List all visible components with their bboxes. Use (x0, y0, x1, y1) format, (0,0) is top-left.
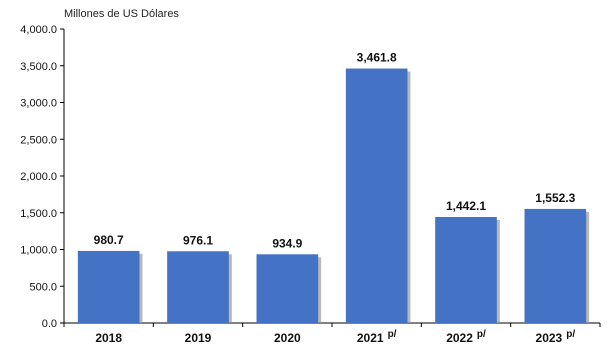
y-axis-unit-label: Millones de US Dólares (64, 8, 179, 20)
y-tick-label: 4,000.0 (20, 24, 57, 36)
x-tick-label: 2019 (185, 331, 212, 345)
x-tick-label: 2023 p/ (536, 329, 576, 345)
bar-value-label: 976.1 (183, 233, 213, 247)
bar-value-label: 3,461.8 (357, 51, 397, 65)
y-tick-label: 2,000.0 (20, 171, 57, 183)
y-tick-label: 1,500.0 (20, 208, 57, 220)
x-tick-label: 2018 (95, 331, 122, 345)
x-tick-label: 2020 (274, 331, 301, 345)
y-tick-label: 0.0 (42, 318, 57, 330)
y-tick-label: 2,500.0 (20, 134, 57, 146)
y-tick-label: 3,000.0 (20, 98, 57, 110)
bar-value-label: 1,552.3 (535, 191, 575, 205)
x-tick-label: 2021 p/ (357, 329, 397, 345)
x-tick-label-suffix: p/ (477, 329, 486, 340)
y-tick-label: 3,500.0 (20, 61, 57, 73)
bar (256, 254, 319, 323)
bar-value-label: 980.7 (94, 233, 124, 247)
bar-value-label: 934.9 (272, 236, 302, 250)
bar (345, 68, 408, 323)
y-tick-label: 500.0 (29, 281, 57, 293)
bar (77, 250, 140, 323)
x-tick-label-suffix: p/ (388, 329, 397, 340)
y-tick-label: 1,000.0 (20, 245, 57, 257)
bar (524, 208, 587, 323)
x-tick-label-suffix: p/ (566, 329, 575, 340)
bar-value-label: 1,442.1 (446, 199, 486, 213)
x-tick-label: 2022 p/ (446, 329, 486, 345)
bar (435, 217, 497, 323)
bar (167, 251, 229, 323)
